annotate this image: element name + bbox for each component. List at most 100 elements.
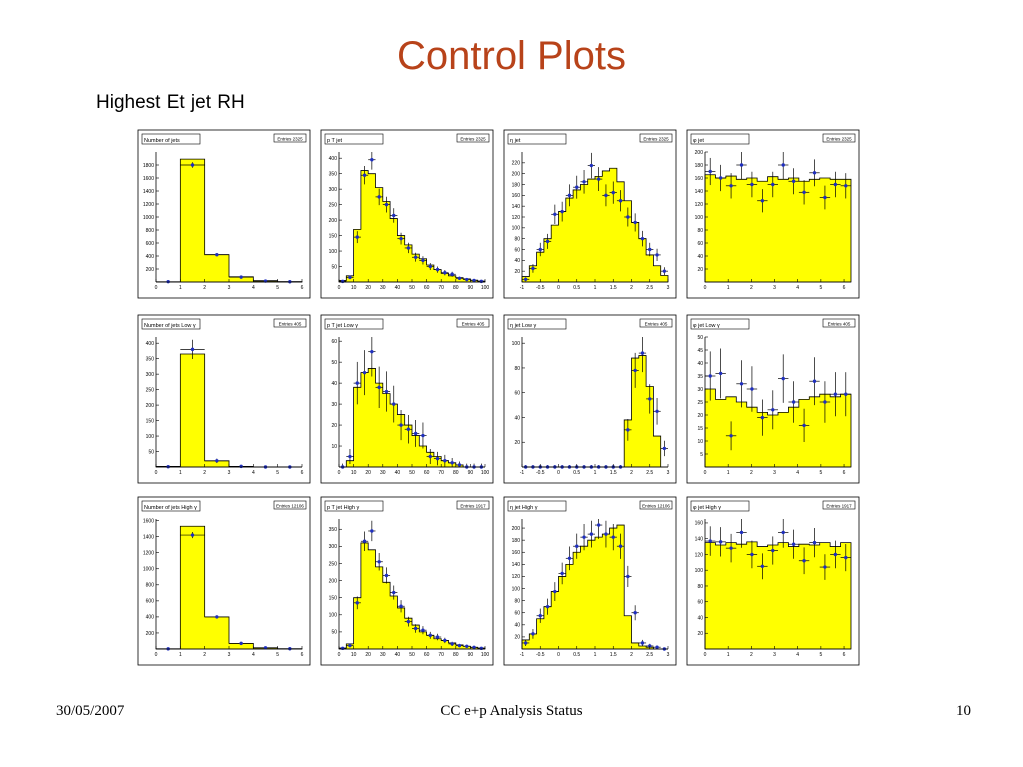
data-point [362,539,367,543]
y-tick-label: 220 [512,161,521,167]
y-tick-label: 40 [331,381,337,387]
data-point [215,459,219,463]
y-tick-label: 180 [512,538,521,544]
histogram-panel: p T jet High γ Entries 1917 0 10 20 30 40 50 60 7… [320,496,494,666]
y-tick-label: 120 [695,202,704,208]
data-point [450,272,454,276]
x-tick-label: 100 [481,470,490,476]
y-tick-label: 140 [512,204,521,210]
data-point [190,347,195,352]
y-tick-label: 100 [512,586,521,592]
stats-entries: Entries 1917 [460,504,486,509]
data-point [370,349,374,354]
x-tick-label: 6 [301,285,304,291]
x-tick-label: 50 [409,285,415,291]
data-point [239,275,243,279]
x-tick-label: 70 [438,470,444,476]
y-tick-label: 150 [329,595,338,601]
y-tick-label: 40 [514,623,520,629]
y-tick-label: 15 [697,426,703,432]
data-point [823,195,827,200]
data-point [640,236,645,241]
y-tick-label: 100 [695,568,704,574]
x-tick-label: 0 [155,652,158,658]
y-tick-label: 120 [512,574,521,580]
histogram-label: Number of jets Low γ [144,323,196,329]
y-tick-label: 80 [697,584,703,590]
histogram-label-box [690,318,750,330]
data-point [443,271,447,275]
y-tick-label: 60 [514,611,520,617]
mc-histogram [521,524,668,650]
y-tick-label: 800 [146,583,155,589]
y-tick-label: 1400 [143,534,154,540]
data-point [655,645,659,649]
data-point [406,427,411,431]
data-point [531,266,535,271]
y-tick-label: 100 [329,613,338,619]
x-tick-label: 5 [276,470,279,476]
data-point [413,431,418,436]
y-tick-label: 100 [695,215,704,221]
x-tick-label: -1 [520,652,525,658]
x-tick-label: 0 [338,285,341,291]
data-point [633,611,637,615]
histogram-panel: p T jet Low γ Entries 405 0 10 20 30 40 50 60 70 8… [320,314,494,484]
x-tick-label: 1 [179,652,182,658]
x-tick-label: 6 [843,285,846,291]
y-tick-label: 60 [331,339,337,345]
data-point [370,158,374,162]
stats-box [456,500,490,510]
data-point [384,389,389,394]
stats-entries: Entries 405 [828,322,851,327]
x-tick-label: 0 [557,285,560,291]
x-tick-label: 2 [630,652,633,658]
data-point [648,644,652,648]
x-tick-label: 10 [351,285,357,291]
x-tick-label: 4 [252,285,255,291]
y-tick-label: 80 [514,366,520,372]
data-point [348,275,352,280]
x-tick-label: 3 [773,285,776,291]
x-tick-label: 5 [276,285,279,291]
histogram-label-box [324,318,384,330]
x-tick-label: 50 [409,470,415,476]
x-tick-label: 2 [750,285,753,291]
data-point [739,530,744,535]
data-point [523,641,528,645]
data-point [567,556,572,561]
data-point [362,370,367,375]
x-tick-label: 3 [228,652,231,658]
y-tick-label: 45 [697,348,703,354]
data-point [553,212,557,216]
y-tick-label: 50 [148,449,154,455]
histogram-panel: η jet Entries 2325 -1 -0.5 0 0.5 1 1.5 2 2.5 3 20 40… [503,129,677,299]
x-tick-label: 60 [424,470,430,476]
data-point [575,185,579,189]
y-tick-label: 80 [514,598,520,604]
data-point [472,645,476,649]
histogram-label: p T jet [327,138,343,144]
histogram-label-box [507,133,567,145]
x-tick-label: 60 [424,652,430,658]
data-point [406,246,411,250]
data-point [618,199,623,203]
stats-box [273,133,307,143]
x-tick-label: 40 [395,652,401,658]
x-tick-label: 80 [453,285,459,291]
x-tick-label: 90 [468,652,474,658]
data-point [781,376,785,381]
data-point [377,195,381,199]
data-point [465,644,469,648]
data-point [538,614,542,618]
histogram-panel: p T jet Entries 2325 0 10 20 30 40 50 60 70 80 90 10… [320,129,494,299]
y-tick-label: 80 [514,236,520,242]
stats-entries: Entries 2325 [277,137,303,142]
x-tick-label: 30 [380,470,386,476]
panel-frame [137,314,311,484]
histogram-panel: φ jet Entries 2325 0 1 2 3 4 5 6 20 40 60 80 100 120 14… [686,129,860,299]
x-tick-label: 1.5 [610,285,617,291]
x-tick-label: 90 [468,285,474,291]
stats-box [273,318,307,328]
data-point [399,236,403,241]
